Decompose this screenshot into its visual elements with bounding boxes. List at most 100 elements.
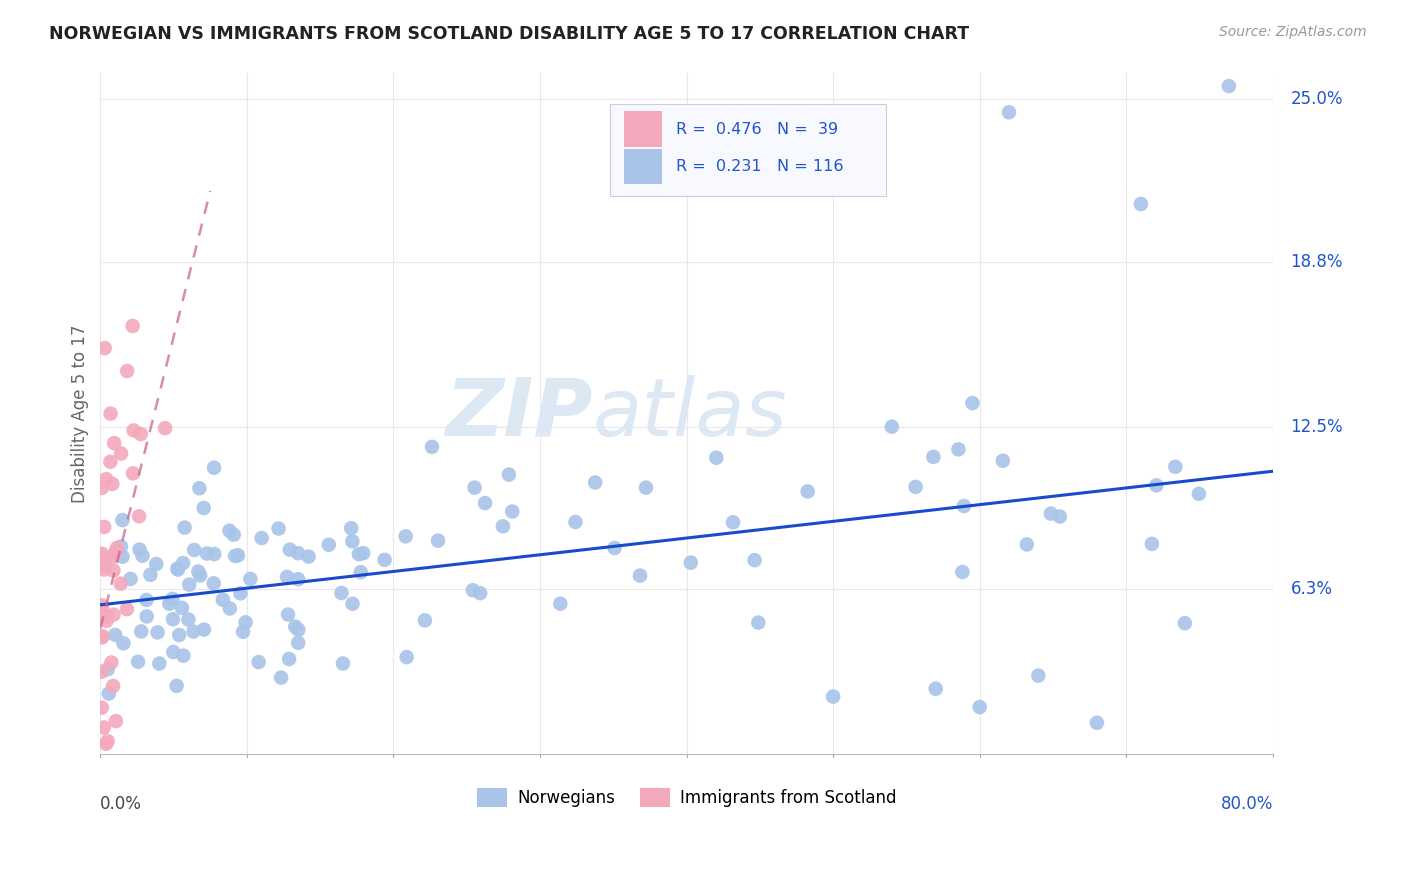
Point [1144, 478, 1167, 492]
Point [105, 541, 128, 555]
Point [1174, 616, 1197, 631]
Point [420, 440, 443, 454]
Point [162, 612, 184, 626]
Point [468, 586, 491, 600]
Point [94, 609, 117, 624]
Y-axis label: Disability Age 5 to 17: Disability Age 5 to 17 [72, 325, 89, 503]
Point [278, 652, 301, 666]
Point [112, 636, 135, 650]
FancyBboxPatch shape [624, 112, 662, 147]
Point [287, 572, 309, 586]
Point [121, 318, 143, 333]
Point [492, 519, 515, 533]
Point [135, 593, 157, 607]
Point [100, 455, 122, 469]
Point [904, 480, 927, 494]
Point [962, 396, 984, 410]
Point [721, 516, 744, 530]
Point [100, 656, 122, 670]
Point [991, 454, 1014, 468]
Point [145, 557, 167, 571]
Point [247, 655, 270, 669]
Point [93, 554, 115, 568]
Point [634, 481, 657, 495]
Point [135, 609, 157, 624]
Point [1026, 668, 1049, 682]
Point [276, 570, 298, 584]
Point [183, 624, 205, 639]
Point [395, 650, 418, 665]
Point [90, 665, 112, 679]
Point [110, 446, 132, 460]
Point [744, 553, 766, 567]
Point [218, 524, 240, 538]
Point [188, 568, 211, 582]
Text: 0.0%: 0.0% [100, 795, 142, 814]
Point [104, 628, 127, 642]
Point [173, 520, 195, 534]
Point [172, 556, 194, 570]
Point [948, 442, 970, 457]
Point [332, 657, 354, 671]
Point [93, 520, 115, 534]
Point [1129, 197, 1152, 211]
Text: atlas: atlas [593, 375, 787, 452]
Point [1015, 537, 1038, 551]
Point [96, 472, 118, 486]
Point [298, 549, 321, 564]
Point [127, 655, 149, 669]
Point [139, 567, 162, 582]
Point [1049, 509, 1071, 524]
Point [395, 529, 418, 543]
Point [202, 460, 225, 475]
Point [101, 679, 124, 693]
Point [101, 476, 124, 491]
Point [115, 602, 138, 616]
Point [188, 481, 211, 495]
Point [925, 681, 948, 696]
Point [90, 700, 112, 714]
Point [413, 613, 436, 627]
Point [104, 714, 127, 728]
Point [122, 424, 145, 438]
Point [167, 628, 190, 642]
Text: NORWEGIAN VS IMMIGRANTS FROM SCOTLAND DISABILITY AGE 5 TO 17 CORRELATION CHART: NORWEGIAN VS IMMIGRANTS FROM SCOTLAND DI… [49, 25, 969, 43]
Point [278, 542, 301, 557]
Point [177, 613, 200, 627]
Point [129, 427, 152, 442]
Point [167, 563, 190, 577]
Point [97, 662, 120, 676]
Point [90, 600, 112, 615]
Point [287, 546, 309, 560]
Point [1140, 537, 1163, 551]
Point [93, 721, 115, 735]
Point [170, 600, 193, 615]
Point [969, 700, 991, 714]
Point [464, 481, 486, 495]
Point [350, 565, 373, 579]
Point [94, 341, 117, 355]
Point [90, 609, 112, 624]
Point [90, 551, 112, 566]
Point [461, 583, 484, 598]
Point [347, 547, 370, 561]
Text: R =  0.231   N = 116: R = 0.231 N = 116 [676, 159, 844, 174]
Point [146, 625, 169, 640]
Point [232, 624, 254, 639]
Point [129, 624, 152, 639]
Point [131, 549, 153, 563]
Point [1218, 79, 1240, 94]
Point [823, 690, 845, 704]
Text: 18.8%: 18.8% [1291, 252, 1343, 270]
Legend: Norwegians, Immigrants from Scotland: Norwegians, Immigrants from Scotland [470, 781, 903, 814]
Point [218, 601, 240, 615]
Point [162, 591, 184, 606]
Point [97, 609, 120, 624]
Point [202, 576, 225, 591]
Point [97, 687, 120, 701]
Text: ZIP: ZIP [446, 375, 593, 452]
Point [287, 636, 309, 650]
Text: 12.5%: 12.5% [1291, 417, 1343, 435]
Point [229, 586, 252, 600]
Point [115, 364, 138, 378]
